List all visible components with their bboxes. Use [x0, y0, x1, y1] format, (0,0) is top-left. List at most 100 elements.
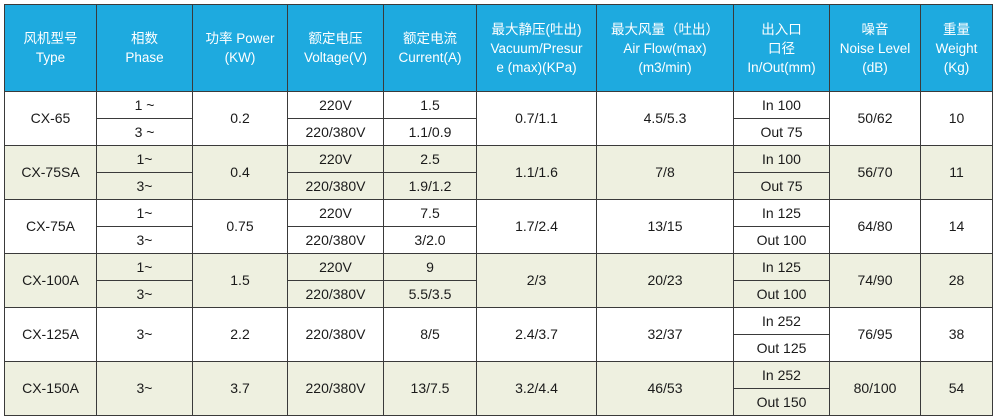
cell-outlet: Out 125	[733, 334, 830, 362]
cell-type: CX-75A	[4, 199, 97, 254]
table-row: 3~ 220/380V 1.9/1.2 Out 75	[5, 172, 993, 200]
cell-voltage: 220/380V	[287, 172, 384, 200]
cell-vacuum: 0.7/1.1	[476, 91, 597, 146]
cell-current: 8/5	[383, 307, 477, 362]
cell-noise: 50/62	[829, 91, 921, 146]
cell-current: 13/7.5	[383, 361, 477, 416]
cell-current: 1.5	[383, 91, 477, 119]
cell-voltage: 220/380V	[287, 226, 384, 254]
cell-noise: 80/100	[829, 361, 921, 416]
cell-weight: 54	[920, 361, 993, 416]
cell-weight: 11	[920, 145, 993, 200]
cell-type: CX-75SA	[4, 145, 97, 200]
table-row: 3~ 220/380V 3/2.0 Out 100	[5, 226, 993, 254]
cell-phase: 3~	[96, 172, 193, 200]
cell-inlet: In 100	[733, 91, 830, 119]
cell-type: CX-150A	[4, 361, 97, 416]
header-voltage: 额定电压 Voltage(V)	[287, 4, 384, 92]
cell-phase: 3~	[96, 361, 193, 416]
table-row: Out 150	[5, 388, 993, 416]
cell-current: 5.5/3.5	[383, 280, 477, 308]
cell-noise: 64/80	[829, 199, 921, 254]
cell-power: 0.4	[192, 145, 288, 200]
cell-phase: 1~	[96, 145, 193, 173]
cell-airflow: 7/8	[596, 145, 734, 200]
cell-phase: 1~	[96, 199, 193, 227]
table-row: CX-125A 3~ 2.2 220/380V 8/5 2.4/3.7 32/3…	[4, 307, 993, 362]
cell-power: 2.2	[192, 307, 288, 362]
header-weight: 重量 Weight (Kg)	[920, 4, 993, 92]
cell-outlet: Out 75	[733, 118, 830, 146]
cell-vacuum: 2.4/3.7	[476, 307, 597, 362]
cell-current: 1.1/0.9	[383, 118, 477, 146]
cell-airflow: 32/37	[596, 307, 734, 362]
cell-airflow: 4.5/5.3	[596, 91, 734, 146]
cell-inlet: In 125	[733, 253, 830, 281]
cell-phase: 3~	[96, 280, 193, 308]
cell-voltage: 220V	[287, 199, 384, 227]
cell-voltage: 220V	[287, 91, 384, 119]
cell-weight: 14	[920, 199, 993, 254]
header-power: 功率 Power (KW)	[192, 4, 288, 92]
cell-outlet: Out 75	[733, 172, 830, 200]
cell-airflow: 13/15	[596, 199, 734, 254]
cell-phase: 1 ~	[96, 91, 193, 119]
cell-outlet: Out 100	[733, 280, 830, 308]
cell-weight: 10	[920, 91, 993, 146]
header-vacuum: 最大静压(吐出) Vacuum/Presur e (max)(KPa)	[476, 4, 597, 92]
cell-phase: 3 ~	[96, 118, 193, 146]
cell-voltage: 220V	[287, 253, 384, 281]
cell-current: 2.5	[383, 145, 477, 173]
header-row: 风机型号 Type 相数 Phase 功率 Power (KW) 额定电压 Vo…	[4, 4, 993, 92]
cell-type: CX-65	[4, 91, 97, 146]
table-row: 3 ~ 220/380V 1.1/0.9 Out 75	[5, 118, 993, 146]
cell-voltage: 220/380V	[287, 361, 384, 416]
cell-vacuum: 1.7/2.4	[476, 199, 597, 254]
header-inout: 出入口 口径 In/Out(mm)	[733, 4, 830, 92]
header-airflow: 最大风量（吐出） Air Flow(max) (m3/min)	[596, 4, 734, 92]
table-row: 3~ 220/380V 5.5/3.5 Out 100	[5, 280, 993, 308]
table-row: CX-100A 1~ 1.5 220V 9 2/3 20/23 In 125 7…	[4, 253, 993, 308]
cell-current: 1.9/1.2	[383, 172, 477, 200]
cell-inlet: In 252	[733, 361, 830, 389]
cell-inlet: In 252	[733, 307, 830, 335]
blower-spec-table: 风机型号 Type 相数 Phase 功率 Power (KW) 额定电压 Vo…	[4, 4, 993, 416]
table-row: CX-75SA 1~ 0.4 220V 2.5 1.1/1.6 7/8 In 1…	[4, 145, 993, 200]
cell-phase: 1~	[96, 253, 193, 281]
cell-outlet: Out 150	[733, 388, 830, 416]
cell-inlet: In 125	[733, 199, 830, 227]
header-type: 风机型号 Type	[4, 4, 97, 92]
cell-current: 9	[383, 253, 477, 281]
cell-outlet: Out 100	[733, 226, 830, 254]
cell-airflow: 46/53	[596, 361, 734, 416]
cell-voltage: 220/380V	[287, 118, 384, 146]
header-current: 额定电流 Current(A)	[383, 4, 477, 92]
cell-noise: 74/90	[829, 253, 921, 308]
header-phase: 相数 Phase	[96, 4, 193, 92]
cell-airflow: 20/23	[596, 253, 734, 308]
cell-vacuum: 1.1/1.6	[476, 145, 597, 200]
cell-power: 3.7	[192, 361, 288, 416]
table-row: CX-65 1 ~ 0.2 220V 1.5 0.7/1.1 4.5/5.3 I…	[4, 91, 993, 146]
cell-inlet: In 100	[733, 145, 830, 173]
cell-power: 1.5	[192, 253, 288, 308]
cell-voltage: 220/380V	[287, 280, 384, 308]
cell-weight: 28	[920, 253, 993, 308]
cell-type: CX-100A	[4, 253, 97, 308]
cell-voltage: 220V	[287, 145, 384, 173]
cell-type: CX-125A	[4, 307, 97, 362]
cell-weight: 38	[920, 307, 993, 362]
cell-noise: 76/95	[829, 307, 921, 362]
header-noise: 噪音 Noise Level (dB)	[829, 4, 921, 92]
cell-power: 0.2	[192, 91, 288, 146]
table-row: CX-75A 1~ 0.75 220V 7.5 1.7/2.4 13/15 In…	[4, 199, 993, 254]
cell-phase: 3~	[96, 226, 193, 254]
cell-voltage: 220/380V	[287, 307, 384, 362]
cell-current: 7.5	[383, 199, 477, 227]
table-row: CX-150A 3~ 3.7 220/380V 13/7.5 3.2/4.4 4…	[4, 361, 993, 416]
cell-noise: 56/70	[829, 145, 921, 200]
cell-vacuum: 3.2/4.4	[476, 361, 597, 416]
cell-current: 3/2.0	[383, 226, 477, 254]
cell-vacuum: 2/3	[476, 253, 597, 308]
cell-phase: 3~	[96, 307, 193, 362]
